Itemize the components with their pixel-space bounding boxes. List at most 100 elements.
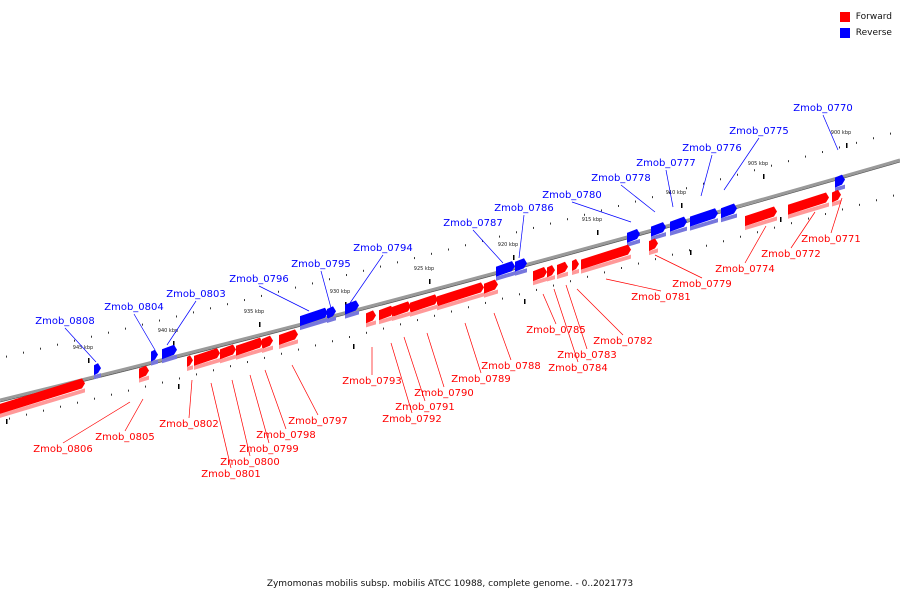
minor-tick [349, 336, 350, 339]
lower-major-tick [353, 344, 355, 349]
gene-Zmob_0775[interactable] [721, 203, 737, 223]
gene-Zmob_0784[interactable] [547, 265, 555, 282]
gene-arrow [651, 222, 666, 237]
gene-arrow [437, 282, 484, 307]
gene-shadow [345, 310, 359, 319]
gene-Zmob_0791[interactable] [392, 301, 411, 322]
minor-tick [601, 209, 602, 212]
gene-arrow [496, 261, 515, 277]
gene-shadow [649, 248, 658, 256]
scale-label: 925 kbp [414, 266, 434, 272]
lower-major-tick [178, 384, 180, 389]
minor-tick [145, 385, 146, 388]
gene-Zmob_0774[interactable] [745, 206, 777, 231]
minor-tick [468, 306, 469, 309]
minor-tick [346, 274, 347, 277]
gene-leader-line [620, 184, 656, 213]
gene-arrow [557, 261, 568, 275]
gene-Zmob_0788[interactable] [484, 279, 498, 298]
gene-Zmob_0806[interactable] [0, 378, 85, 418]
gene-Zmob_0795[interactable] [327, 306, 336, 323]
gene-label: Zmob_0799 [239, 444, 299, 455]
gene-leader-line [349, 254, 384, 304]
gene-label: Zmob_0808 [35, 316, 95, 327]
minor-tick [604, 271, 605, 274]
minor-tick [791, 222, 792, 225]
gene-Zmob_0808[interactable] [94, 363, 101, 380]
minor-tick [465, 244, 466, 247]
gene-label: Zmob_0779 [672, 279, 732, 290]
gene-shadow [581, 254, 631, 274]
gene-Zmob_0804[interactable] [151, 349, 158, 366]
gene-Zmob_0770[interactable] [835, 174, 845, 192]
scale-major-tick [846, 143, 848, 148]
gene-Zmob_0797[interactable] [279, 329, 298, 350]
gene-Zmob_0800[interactable] [220, 344, 236, 364]
gene-Zmob_0789[interactable] [437, 282, 484, 311]
gene-Zmob_0787[interactable] [496, 261, 515, 281]
gene-shadow [151, 359, 158, 366]
gene-shadow [162, 354, 177, 364]
gene-arrow [690, 208, 718, 227]
minor-tick [281, 352, 282, 355]
gene-label: Zmob_0788 [481, 361, 541, 372]
gene-Zmob_0799[interactable] [236, 337, 263, 360]
scale-label: 915 kbp [582, 217, 602, 223]
gene-Zmob_0783[interactable] [557, 261, 568, 279]
gene-arrow [581, 244, 631, 270]
gene-Zmob_0805[interactable] [139, 365, 149, 383]
gene-Zmob_0790[interactable] [410, 294, 438, 317]
gene-Zmob_0803[interactable] [162, 344, 177, 364]
gene-Zmob_0772[interactable] [788, 192, 829, 219]
gene-label: Zmob_0802 [159, 419, 219, 430]
gene-label: Zmob_0794 [353, 243, 413, 254]
gene-arrow [410, 294, 438, 313]
gene-Zmob_0792[interactable] [379, 305, 394, 325]
gene-Zmob_0776[interactable] [690, 208, 718, 231]
minor-tick [703, 182, 704, 185]
gene-leader-line [188, 379, 193, 419]
minor-tick [434, 314, 435, 317]
gene-Zmob_0777[interactable] [670, 216, 687, 236]
gene-Zmob_0785[interactable] [533, 267, 547, 286]
gene-Zmob_0801[interactable] [194, 348, 220, 370]
minor-tick [176, 315, 177, 318]
minor-tick [128, 389, 129, 392]
gene-Zmob_0778[interactable] [651, 222, 666, 241]
minor-tick [400, 323, 401, 326]
gene-label: Zmob_0775 [729, 126, 789, 137]
gene-label: Zmob_0785 [526, 325, 586, 336]
gene-arrow [379, 305, 394, 321]
gene-leader-line [62, 401, 131, 444]
gene-Zmob_0779[interactable] [649, 238, 658, 256]
minor-tick [672, 253, 673, 256]
gene-Zmob_0771[interactable] [832, 189, 841, 207]
gene-Zmob_0796[interactable] [300, 307, 328, 331]
gene-shadow [139, 375, 149, 383]
minor-tick [295, 286, 296, 289]
gene-Zmob_0798[interactable] [262, 335, 273, 353]
gene-features [0, 174, 845, 418]
gene-Zmob_0793[interactable] [366, 310, 376, 328]
minor-tick [686, 187, 687, 190]
gene-shadow [533, 277, 547, 286]
gene-Zmob_0781[interactable] [581, 244, 631, 274]
gene-leader-line [403, 336, 426, 402]
minor-tick [536, 288, 537, 291]
gene-label: Zmob_0783 [557, 350, 617, 361]
minor-tick [774, 226, 775, 229]
minor-tick [485, 301, 486, 304]
gene-Zmob_0786[interactable] [515, 258, 527, 276]
gene-Zmob_0794[interactable] [345, 300, 359, 319]
legend-label-reverse: Reverse [855, 27, 892, 38]
gene-arrow [670, 216, 687, 232]
map-caption: Zymomonas mobilis subsp. mobilis ATCC 10… [266, 579, 634, 589]
gene-Zmob_0802[interactable] [187, 355, 193, 372]
gene-Zmob_0780[interactable] [627, 229, 640, 247]
gene-leader-line [472, 229, 504, 264]
minor-tick [40, 347, 41, 350]
minor-tick [723, 240, 724, 243]
gene-shadow [94, 373, 101, 380]
gene-Zmob_0782[interactable] [572, 258, 579, 276]
minor-tick [312, 282, 313, 285]
